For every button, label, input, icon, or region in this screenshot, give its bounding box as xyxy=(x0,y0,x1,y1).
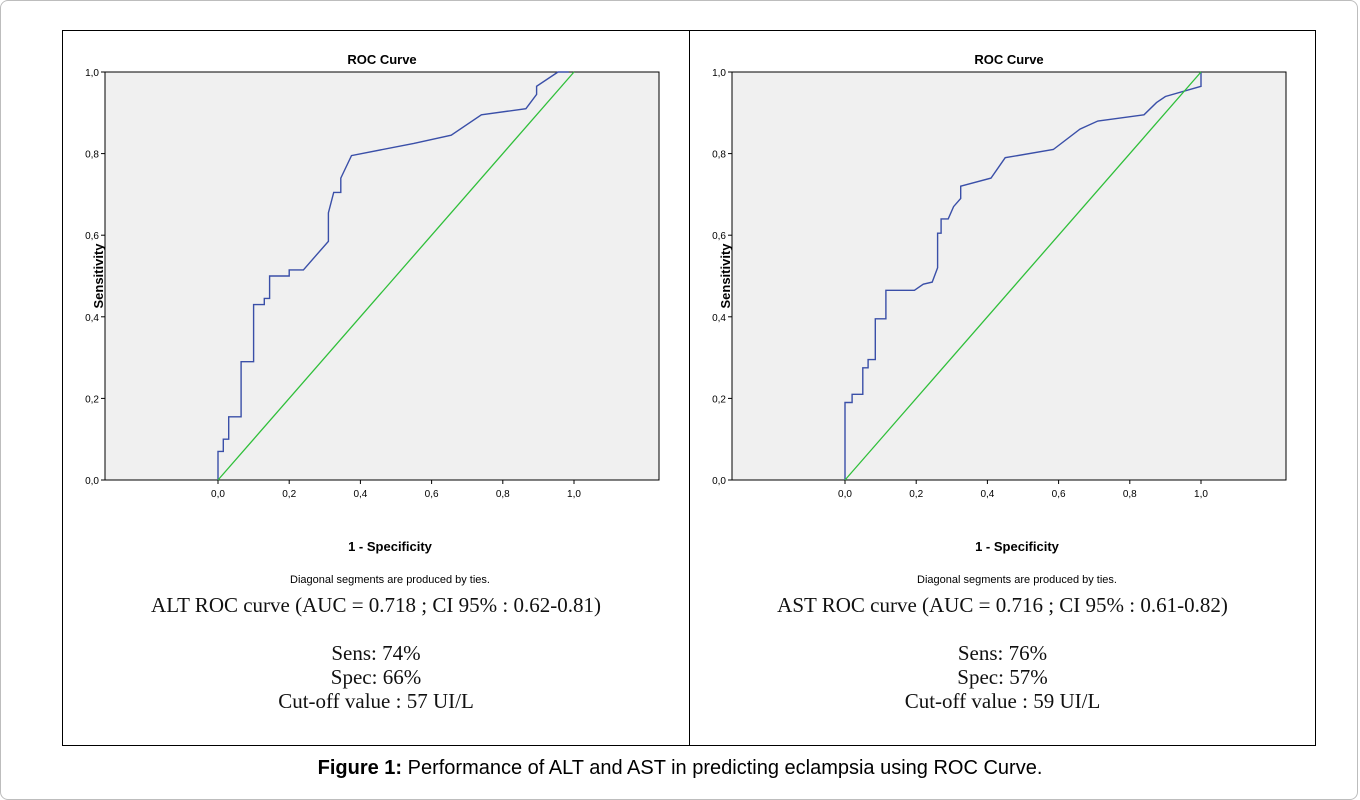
reference-line xyxy=(844,71,1202,481)
roc-chart-alt: ROC Curve 0,0 0,2 0,4 0,6 0,8 1,0 0,0 0,2 0,4 0,6 0… xyxy=(85,52,660,586)
figure-table: ROC Curve 0,0 0,2 0,4 0,6 0,8 1,0 0,0 0,2 0,4 0,6 0… xyxy=(62,30,1316,746)
auc-caption: AST ROC curve (AUC = 0.716 ; CI 95% : 0.… xyxy=(777,593,1228,617)
y-tick-label: 0,8 xyxy=(85,150,99,161)
y-tick-label: 0,0 xyxy=(712,476,726,487)
y-tick-label: 0,0 xyxy=(85,476,99,487)
x-tick-label: 0,8 xyxy=(496,489,510,500)
x-tick-label: 0,4 xyxy=(980,489,994,500)
chart-title: ROC Curve xyxy=(347,52,416,67)
specificity-value: Spec: 66% xyxy=(330,665,422,689)
y-tick-label: 0,2 xyxy=(712,394,726,405)
x-axis-label: 1 - Specificity xyxy=(975,539,1060,554)
y-axis-label: Sensitivity xyxy=(91,243,106,309)
roc-chart-ast: ROC Curve 0,0 0,2 0,4 0,6 0,8 1,0 0,0 0,2 0,4 0,6 0… xyxy=(712,52,1287,586)
y-tick-label: 0,6 xyxy=(85,231,99,242)
panel-alt: ROC Curve 0,0 0,2 0,4 0,6 0,8 1,0 0,0 0,2 0,4 0,6 0… xyxy=(63,31,689,745)
y-tick-label: 0,4 xyxy=(712,313,726,324)
x-tick-label: 0,6 xyxy=(1052,489,1066,500)
x-tick-label: 0,4 xyxy=(353,489,367,500)
cutoff-value: Cut-off value : 57 UI/L xyxy=(278,689,474,713)
x-tick-label: 1,0 xyxy=(567,489,581,500)
reference-line xyxy=(217,71,575,481)
x-tick-label: 0,2 xyxy=(909,489,923,500)
footnote: Diagonal segments are produced by ties. xyxy=(290,574,490,586)
sensitivity-value: Sens: 74% xyxy=(331,641,421,665)
x-tick-label: 1,0 xyxy=(1194,489,1208,500)
y-tick-label: 1,0 xyxy=(85,68,99,79)
y-tick-label: 0,4 xyxy=(85,313,99,324)
roc-curve xyxy=(217,71,569,480)
x-tick-label: 0,0 xyxy=(211,489,225,500)
x-tick-label: 0,6 xyxy=(425,489,439,500)
roc-curve xyxy=(844,72,1202,480)
cutoff-value: Cut-off value : 59 UI/L xyxy=(904,689,1101,713)
y-tick-label: 0,8 xyxy=(712,150,726,161)
y-tick-label: 1,0 xyxy=(712,68,726,79)
x-tick-label: 0,2 xyxy=(282,489,296,500)
figure-caption-text: Performance of ALT and AST in predicting… xyxy=(402,757,1043,779)
auc-caption: ALT ROC curve (AUC = 0.718 ; CI 95% : 0.… xyxy=(151,593,601,617)
figure-label: Figure 1: xyxy=(317,757,403,779)
stats-block: Sens: 76% Spec: 57% Cut-off value : 59 U… xyxy=(690,641,1315,713)
stats-block: Sens: 74% Spec: 66% Cut-off value : 57 U… xyxy=(63,641,689,713)
x-axis-label: 1 - Specificity xyxy=(348,539,433,554)
y-tick-label: 0,6 xyxy=(712,231,726,242)
footnote: Diagonal segments are produced by ties. xyxy=(917,574,1117,586)
plot-area xyxy=(104,71,660,481)
chart-title: ROC Curve xyxy=(974,52,1043,67)
figure-caption: Figure 1: Performance of ALT and AST in … xyxy=(0,757,1360,780)
x-tick-label: 0,8 xyxy=(1123,489,1137,500)
specificity-value: Spec: 57% xyxy=(957,665,1048,689)
panel-ast: ROC Curve 0,0 0,2 0,4 0,6 0,8 1,0 0,0 0,2 0,4 0,6 0… xyxy=(689,31,1315,745)
x-tick-label: 0,0 xyxy=(838,489,852,500)
y-axis-label: Sensitivity xyxy=(718,243,733,309)
plot-area xyxy=(731,71,1287,481)
y-tick-label: 0,2 xyxy=(85,394,99,405)
sensitivity-value: Sens: 76% xyxy=(957,641,1048,665)
